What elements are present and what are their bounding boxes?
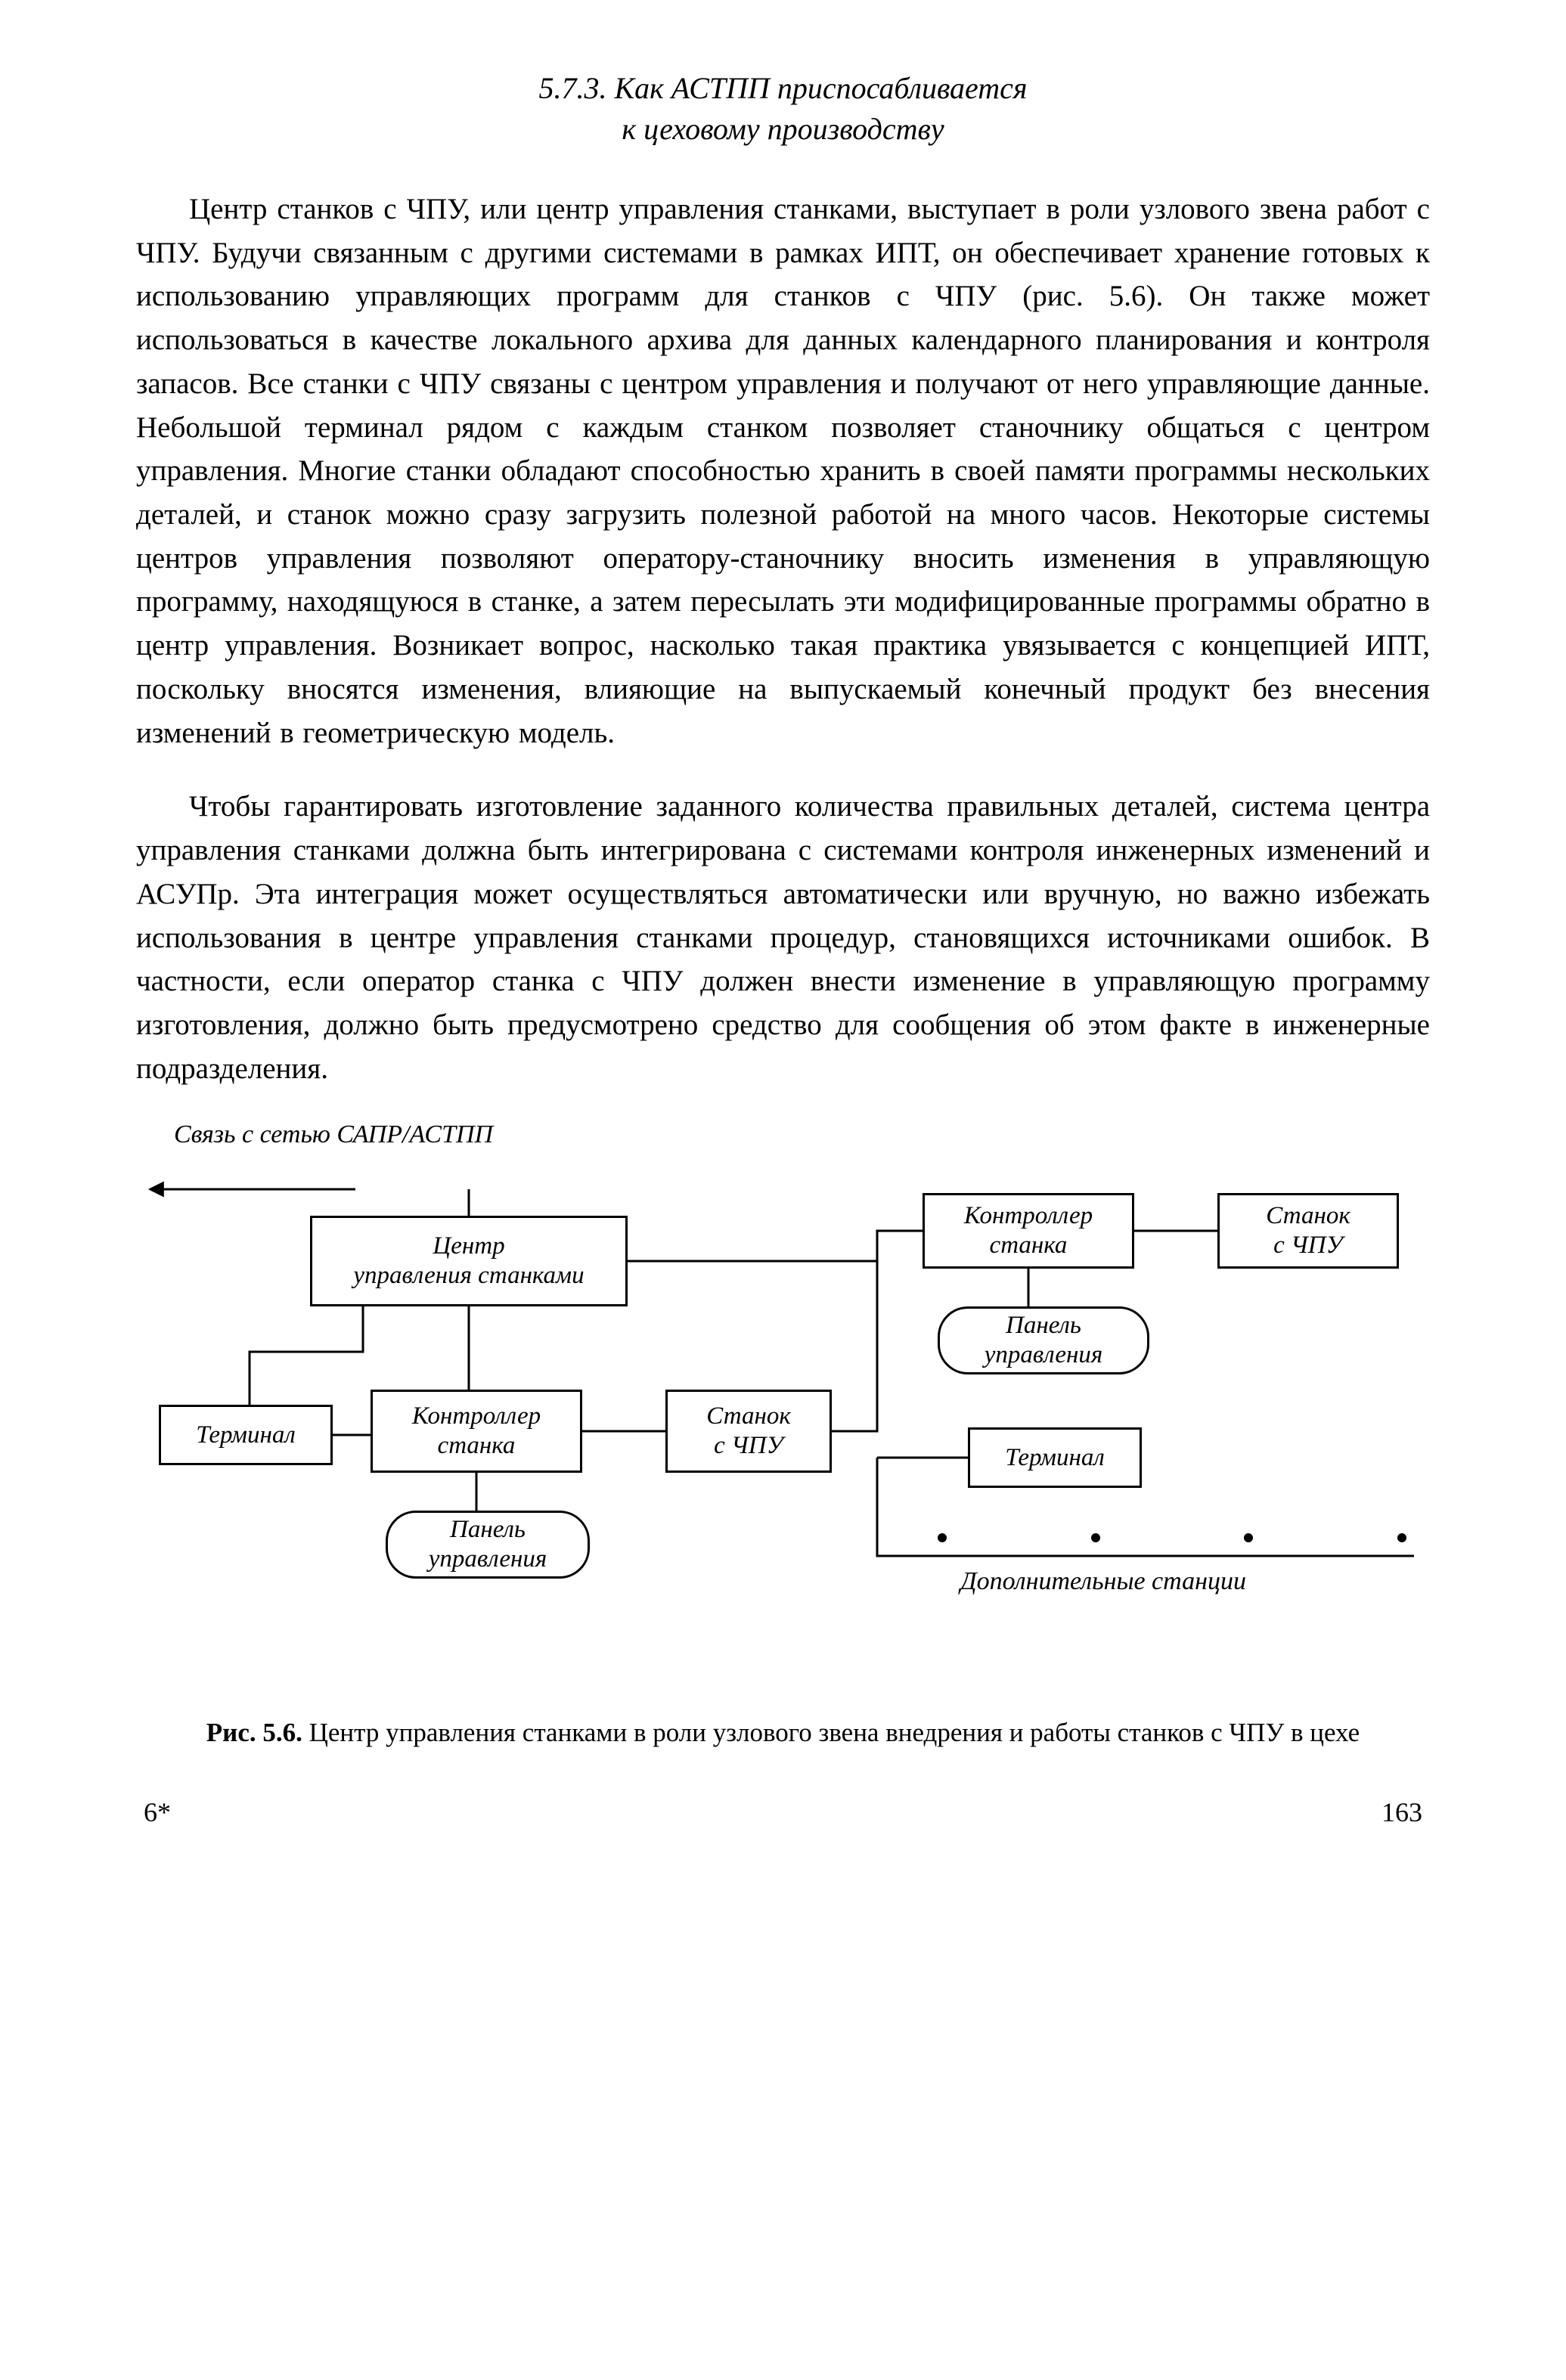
figure-caption-text: Центр управления станками в роли узловог… xyxy=(302,1718,1360,1747)
node-cnc_right: Станокс ЧПУ xyxy=(1217,1193,1399,1269)
node-ctrl_right: Контроллерстанка xyxy=(923,1193,1134,1269)
ellipsis-dot xyxy=(1397,1533,1406,1542)
node-cnc_mid: Станокс ЧПУ xyxy=(665,1390,832,1473)
paragraph-2: Чтобы гарантировать изготовление заданно… xyxy=(136,785,1430,1090)
figure-caption-number: Рис. 5.6. xyxy=(206,1718,302,1747)
section-heading: 5.7.3. Как АСТПП приспосабливаетсяк цехо… xyxy=(136,68,1430,150)
additional-stations-dots xyxy=(938,1533,1406,1542)
node-center: Центруправления станками xyxy=(310,1216,628,1306)
connector xyxy=(832,1261,877,1431)
page-footer: 6* 163 xyxy=(136,1796,1430,1828)
additional-stations-label: Дополнительные станции xyxy=(960,1567,1246,1596)
node-panel_mid: Панельуправления xyxy=(386,1511,590,1579)
node-panel_right: Панельуправления xyxy=(938,1306,1149,1374)
page-number: 163 xyxy=(1381,1796,1422,1828)
node-terminal_r: Терминал xyxy=(968,1427,1142,1488)
diagram-figure-5-6: Центруправления станками Контроллерстанка… xyxy=(136,1155,1430,1669)
footer-signature-mark: 6* xyxy=(144,1796,171,1828)
paragraph-block: Чтобы гарантировать изготовление заданно… xyxy=(136,785,1430,1090)
connector xyxy=(628,1231,923,1261)
paragraph-block: Центр станков с ЧПУ, или центр управлени… xyxy=(136,187,1430,755)
ellipsis-dot xyxy=(1244,1533,1253,1542)
ellipsis-dot xyxy=(938,1533,947,1542)
node-terminal_l: Терминал xyxy=(159,1405,333,1465)
diagram-network-label: Связь с сетью САПР/АСТПП xyxy=(136,1120,1430,1149)
figure-caption: Рис. 5.6. Центр управления станками в ро… xyxy=(136,1715,1430,1750)
ellipsis-dot xyxy=(1091,1533,1100,1542)
paragraph-1: Центр станков с ЧПУ, или центр управлени… xyxy=(136,187,1430,755)
node-ctrl_mid: Контроллерстанка xyxy=(371,1390,582,1473)
